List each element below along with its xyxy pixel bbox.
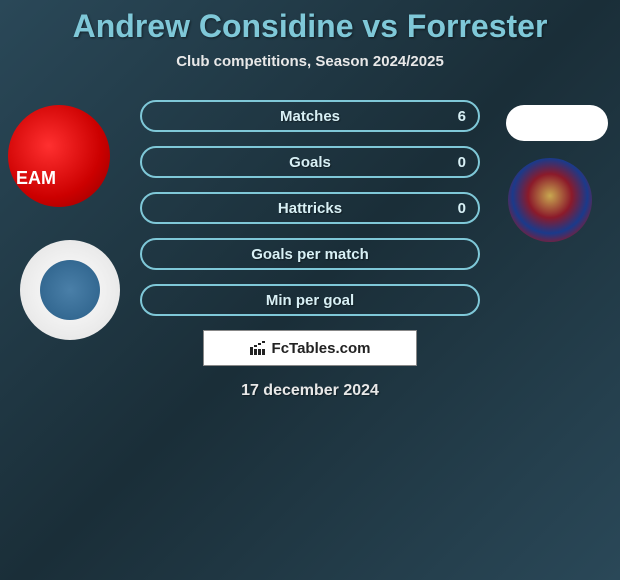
stat-row: Min per goal xyxy=(140,284,480,316)
stat-right-value: 0 xyxy=(458,200,466,217)
chart-icon xyxy=(250,341,266,355)
attribution-text: FcTables.com xyxy=(272,340,371,357)
stat-row: Hattricks 0 xyxy=(140,192,480,224)
content-area: Matches 6 Goals 0 Hattricks 0 Goals per … xyxy=(0,100,620,400)
snapshot-date: 17 december 2024 xyxy=(10,382,610,400)
stat-row: Matches 6 xyxy=(140,100,480,132)
stats-table: Matches 6 Goals 0 Hattricks 0 Goals per … xyxy=(140,100,480,316)
stat-row: Goals per match xyxy=(140,238,480,270)
club1-badge xyxy=(20,240,120,340)
stat-label: Hattricks xyxy=(278,200,342,217)
stat-right-value: 0 xyxy=(458,154,466,171)
player1-avatar xyxy=(8,105,110,207)
season-subtitle: Club competitions, Season 2024/2025 xyxy=(0,53,620,70)
stat-row: Goals 0 xyxy=(140,146,480,178)
attribution-badge[interactable]: FcTables.com xyxy=(203,330,417,366)
club2-badge xyxy=(508,158,592,242)
stat-label: Goals xyxy=(289,154,331,171)
stat-label: Matches xyxy=(280,108,340,125)
stat-right-value: 6 xyxy=(458,108,466,125)
player2-avatar xyxy=(506,105,608,141)
stat-label: Min per goal xyxy=(266,292,354,309)
stat-label: Goals per match xyxy=(251,246,369,263)
comparison-title: Andrew Considine vs Forrester xyxy=(0,0,620,45)
